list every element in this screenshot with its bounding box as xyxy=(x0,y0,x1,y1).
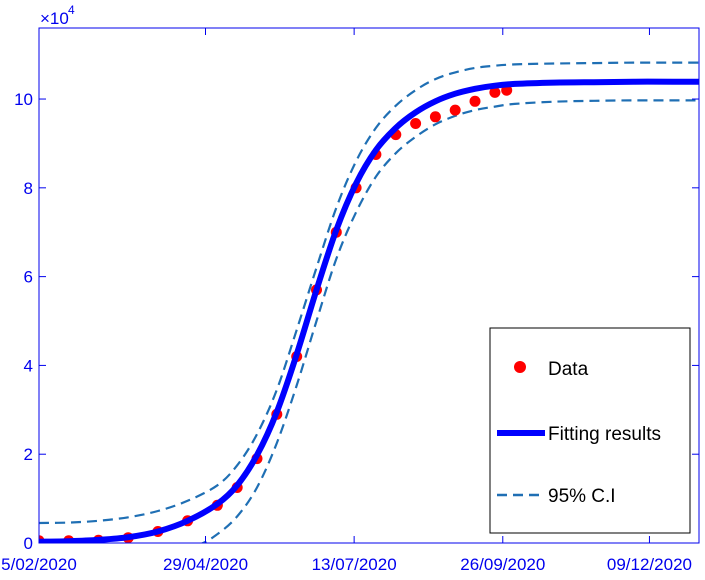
legend-data-marker xyxy=(514,361,526,373)
x-tick-label: 13/07/2020 xyxy=(312,555,397,574)
y-tick-label: 0 xyxy=(24,534,33,553)
y-tick-label: 4 xyxy=(24,356,33,375)
y-tick-label: 10 xyxy=(14,90,33,109)
data-point xyxy=(410,118,422,129)
y-tick-label: 2 xyxy=(24,445,33,464)
legend-label-fit: Fitting results xyxy=(548,424,661,445)
fit-line xyxy=(39,78,699,543)
legend-label-ci: 95% C.I xyxy=(548,486,616,507)
y-tick-label: 6 xyxy=(24,268,33,287)
x-tick-label: 26/09/2020 xyxy=(460,555,545,574)
data-point xyxy=(489,86,501,98)
y-exponent-power: 4 xyxy=(68,3,75,17)
x-tick-label: 09/12/2020 xyxy=(607,555,692,574)
x-tick-label: 29/04/2020 xyxy=(163,555,248,574)
legend-label-data: Data xyxy=(548,359,589,380)
legend: Data Fitting results 95% C.I xyxy=(489,327,691,534)
y-tick-label: 8 xyxy=(24,179,33,198)
ci-lower-line xyxy=(200,99,699,543)
data-point xyxy=(429,111,441,123)
data-point xyxy=(469,95,481,107)
x-tick-label: 5/02/2020 xyxy=(1,555,77,574)
data-point xyxy=(449,104,461,116)
plot-frame xyxy=(38,27,700,544)
ci-upper-line xyxy=(39,61,699,525)
y-exponent-label: ×10 xyxy=(40,9,69,28)
